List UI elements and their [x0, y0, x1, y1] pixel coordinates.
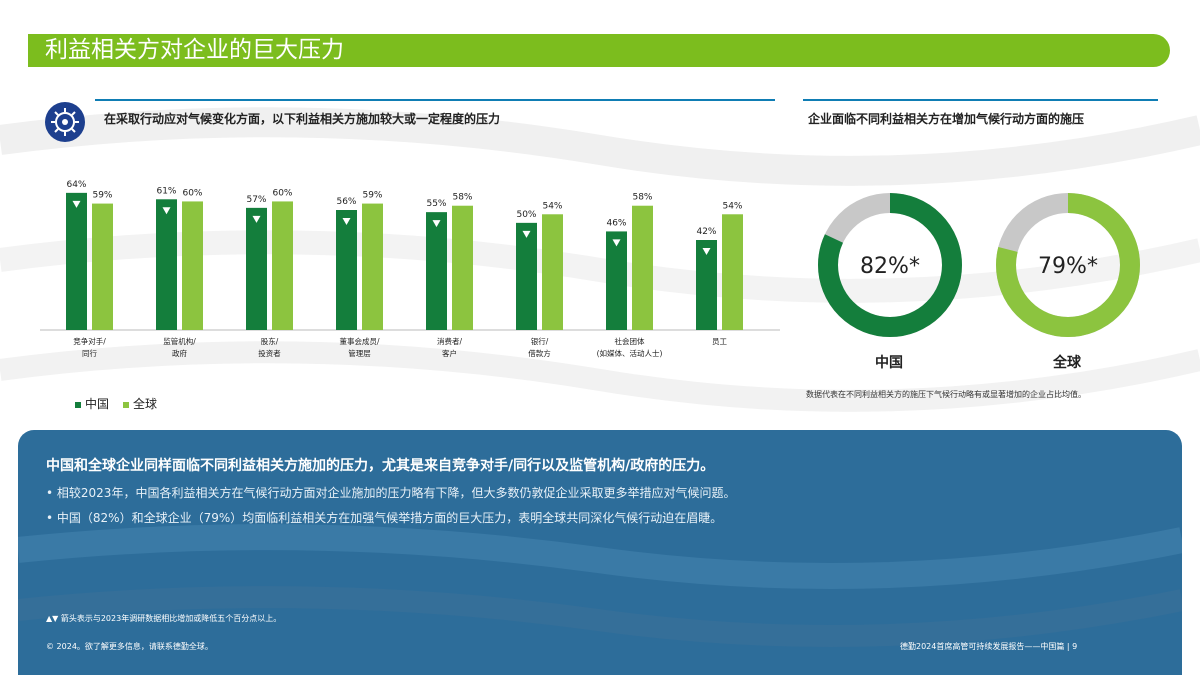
- bar-value-label: 56%: [336, 197, 356, 207]
- donut-label-global: 全球: [1053, 355, 1081, 371]
- summary-bullet: • 相较2023年，中国各利益相关方在气候行动方面对企业施加的压力略有下降，但大…: [46, 486, 736, 500]
- summary-panel: [18, 430, 1182, 675]
- bar-value-label: 46%: [606, 218, 626, 228]
- category-label: 客户: [442, 348, 457, 358]
- decrease-arrow-icon: [702, 248, 711, 255]
- right-heading-rule: [803, 99, 1158, 101]
- arrow-legend-note: ▲▼ 箭头表示与2023年调研数据相比增加或降低五个百分点以上。: [46, 614, 282, 623]
- category-label: 政府: [172, 348, 187, 358]
- decrease-arrow-icon: [252, 215, 261, 223]
- panel-wave-pattern: [18, 524, 1182, 647]
- bar-global: [272, 201, 293, 330]
- legend-label-china: 中国: [85, 397, 110, 411]
- bar-value-label: 58%: [452, 193, 472, 203]
- bar-value-label: 64%: [66, 180, 86, 190]
- category-label: 竞争对手/: [73, 336, 106, 346]
- donut-center-value: 82%*: [860, 254, 920, 279]
- donut-center-value: 79%*: [1038, 254, 1098, 279]
- bar-china: [66, 192, 87, 330]
- category-label: 消费者/: [437, 336, 462, 346]
- decrease-arrow-icon: [342, 218, 351, 225]
- category-label: 股东/: [261, 336, 279, 346]
- bar-global: [542, 214, 563, 330]
- decrease-arrow-icon: [162, 207, 171, 215]
- bar-chart-heading: 在采取行动应对气候变化方面，以下利益相关方施加较大或一定程度的压力: [104, 112, 501, 126]
- bar-value-label: 59%: [362, 191, 382, 201]
- decrease-arrow-icon: [72, 200, 81, 208]
- chart-legend: 中国 全球: [75, 395, 157, 412]
- legend-item-global: 全球: [123, 395, 157, 412]
- category-label: (如媒体、活动人士): [597, 348, 663, 358]
- category-label: 管理层: [348, 348, 371, 358]
- page-title: 利益相关方对企业的巨大压力: [45, 37, 344, 63]
- report-footer: 德勤2024首席高管可持续发展报告——中国篇 | 9: [900, 642, 1078, 651]
- copyright-footer: © 2024。欲了解更多信息，请联系德勤全球。: [46, 642, 213, 651]
- legend-swatch-global: [123, 401, 130, 408]
- bar-value-label: 57%: [246, 195, 266, 205]
- decrease-arrow-icon: [612, 239, 621, 247]
- legend-item-china: 中国: [75, 395, 109, 412]
- donut-chart-heading: 企业面临不同利益相关方在增加气候行动方面的施压: [808, 112, 1085, 126]
- stakeholder-icon: [45, 102, 85, 142]
- summary-heading: 中国和全球企业同样面临不同利益相关方施加的压力，尤其是来自竞争对手/同行以及监管…: [46, 458, 715, 474]
- left-heading-rule: [95, 99, 775, 101]
- category-label: 董事会成员/: [339, 336, 379, 346]
- summary-bullet: • 中国（82%）和全球企业（79%）均面临利益相关方在加强气候举措方面的巨大压…: [46, 511, 723, 525]
- category-label: 社会团体: [615, 336, 645, 346]
- bar-value-label: 42%: [696, 227, 716, 237]
- bar-china: [516, 222, 537, 330]
- category-label: 监管机构/: [163, 336, 196, 346]
- bar-china: [336, 210, 357, 330]
- donut-value-arc-global: [996, 193, 1140, 337]
- bar-value-label: 54%: [722, 201, 742, 211]
- bar-global: [182, 201, 203, 330]
- donut-value-arc-china: [818, 193, 962, 337]
- bar-china: [606, 231, 627, 330]
- legend-label-global: 全球: [133, 397, 158, 411]
- category-label: 员工: [712, 337, 727, 346]
- bar-value-label: 58%: [632, 193, 652, 203]
- bar-china: [156, 199, 177, 330]
- bar-china: [246, 207, 267, 330]
- donut-label-china: 中国: [875, 355, 903, 371]
- donut-charts: 82%* 79%*: [818, 193, 1140, 337]
- summary-bullet-text: 中国（82%）和全球企业（79%）均面临利益相关方在加强气候举措方面的巨大压力，…: [56, 511, 723, 525]
- category-label: 借款方: [528, 348, 551, 358]
- bar-value-label: 54%: [542, 201, 562, 211]
- bar-global: [452, 205, 473, 330]
- category-label: 银行/: [531, 336, 549, 346]
- category-label: 投资者: [258, 348, 281, 358]
- bar-value-label: 55%: [426, 199, 446, 209]
- bar-value-label: 50%: [516, 210, 536, 220]
- bar-global: [362, 203, 383, 330]
- category-label: 同行: [82, 348, 97, 358]
- bar-value-label: 60%: [272, 188, 292, 198]
- decrease-arrow-icon: [432, 220, 441, 228]
- decrease-arrow-icon: [522, 230, 531, 238]
- bar-value-label: 61%: [156, 186, 176, 196]
- bar-global: [722, 214, 743, 330]
- bar-global: [632, 205, 653, 330]
- title-bar: [28, 34, 1170, 67]
- bar-value-label: 60%: [182, 188, 202, 198]
- summary-bullet-text: 相较2023年，中国各利益相关方在气候行动方面对企业施加的压力略有下降，但大多数…: [56, 486, 736, 500]
- bar-value-label: 59%: [92, 191, 112, 201]
- bar-china: [426, 212, 447, 330]
- legend-swatch-china: [75, 401, 81, 408]
- bar-china: [696, 240, 717, 330]
- bar-global: [92, 203, 113, 330]
- stakeholder-pressure-bar-chart: 64% 59% 竞争对手/同行 61% 60% 监管机构/政府 57% 60% 股东/投资者 56…: [40, 180, 780, 358]
- donut-note: 数据代表在不同利益相关方的施压下气候行动略有或显著增加的企业占比均值。: [806, 390, 1086, 399]
